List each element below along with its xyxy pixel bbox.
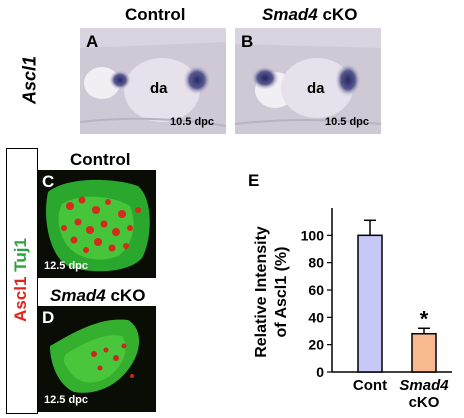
panel-b-image: B da 10.5 dpc (235, 28, 381, 134)
panel-c-title: Control (70, 150, 131, 169)
panel-d-title: Smad4 cKO (50, 286, 146, 305)
panel-d-label: D (42, 308, 55, 327)
x-category-label: Cont (353, 377, 387, 394)
panel-a-region-label: da (150, 80, 168, 97)
x-category-label: cKO (409, 394, 440, 411)
panel-c-stage: 12.5 dpc (44, 260, 89, 272)
stain-spot-right (335, 63, 361, 97)
panel-e-label: E (248, 171, 259, 190)
chart-axes: 0 20 40 60 80 100 (301, 208, 452, 380)
panel-c-label: C (42, 172, 55, 191)
x-category-label: Smad4 (399, 377, 449, 394)
bar (357, 234, 383, 373)
panel-b-stage: 10.5 dpc (325, 116, 370, 128)
stain-legend-box (6, 148, 38, 414)
panel-d-staining (50, 319, 140, 393)
stain-spot-left (251, 66, 279, 90)
significance-marker: * (420, 306, 429, 331)
panel-a-tissue (80, 42, 226, 134)
panel-d-stage: 12.5 dpc (44, 394, 89, 406)
y-axis-label-line: Relative Intensity (253, 226, 270, 358)
panel-d-image: D 12.5 dpc (38, 306, 156, 412)
y-tick-label: 80 (308, 255, 324, 271)
y-tick-label: 0 (316, 364, 324, 380)
y-tick-label: 20 (308, 337, 324, 353)
stain-red-label: Ascl1 (11, 276, 30, 322)
panel-a-title: Control (125, 5, 186, 24)
y-axis-label: Relative Intensity of Ascl1 (%) (253, 226, 290, 358)
stain-green-label: Tuj1 (11, 238, 30, 272)
y-tick-label: 40 (308, 309, 324, 325)
stain-spot-left (109, 70, 131, 90)
stain-spot-right (183, 65, 211, 95)
panel-b-tissue (235, 44, 381, 134)
bar-chart: E Relative Intensity of Ascl1 (%) 0 20 40 60… (248, 171, 452, 411)
panel-a-image: A da 10.5 dpc (80, 28, 226, 134)
panel-b-label: B (241, 32, 254, 51)
gene-row-label: Ascl1 (19, 55, 40, 105)
panel-a-label: A (86, 32, 99, 51)
panel-a-stage: 10.5 dpc (170, 116, 215, 128)
panel-c-image: C 12.5 dpc (38, 170, 156, 278)
y-axis-label-line: of Ascl1 (%) (273, 247, 290, 338)
panel-c-staining (46, 179, 150, 272)
y-tick-label: 100 (301, 227, 325, 243)
panel-b-region-label: da (307, 80, 325, 97)
bar (411, 332, 437, 373)
stain-legend-label: Ascl1 Tuj1 (11, 238, 31, 322)
panel-b-title: Smad4 cKO (262, 5, 358, 24)
y-tick-label: 60 (308, 282, 324, 298)
